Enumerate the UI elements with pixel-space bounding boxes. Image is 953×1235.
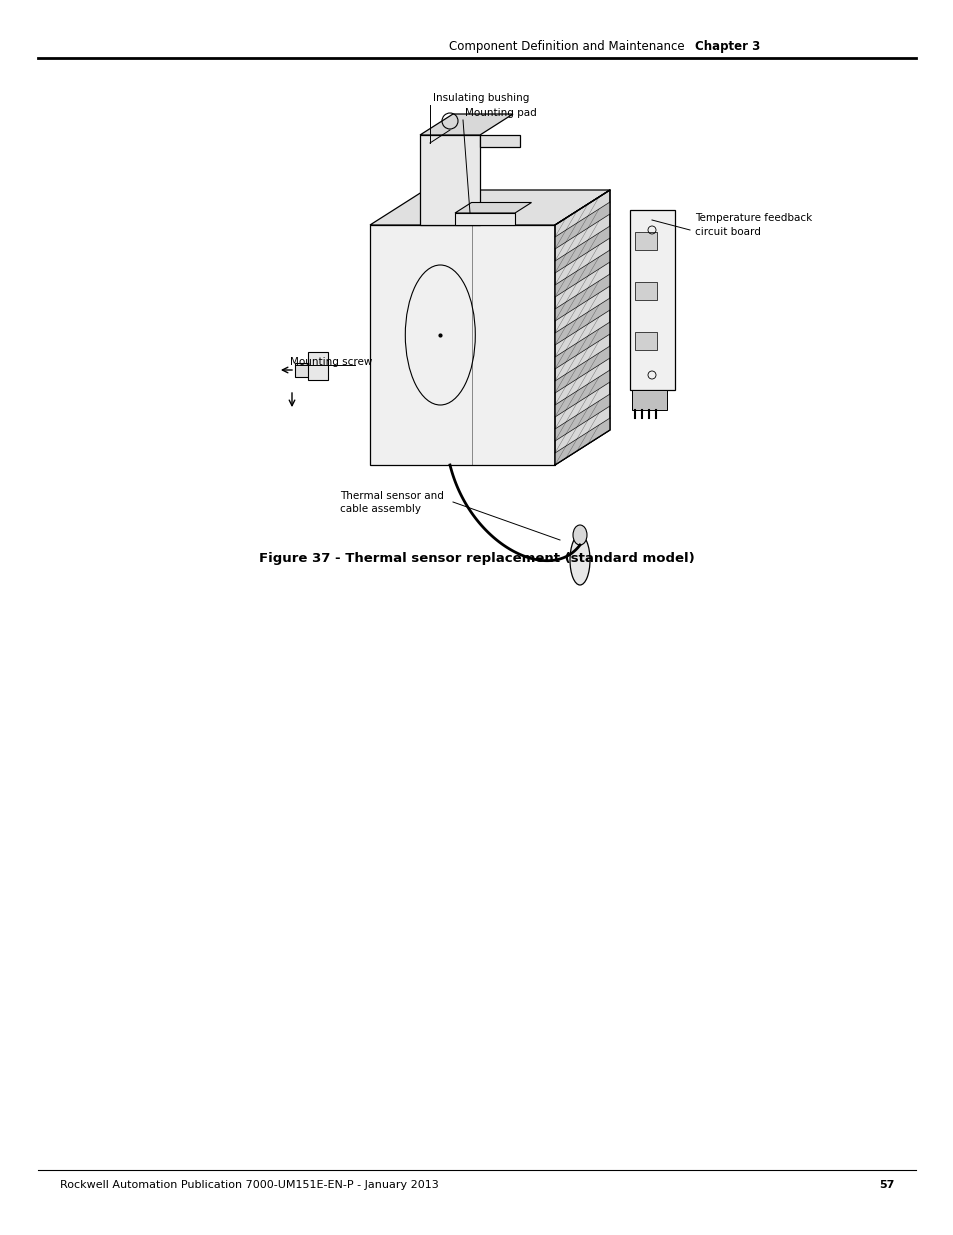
Polygon shape bbox=[479, 135, 519, 147]
Bar bbox=[631, 390, 666, 410]
Polygon shape bbox=[455, 212, 515, 225]
Polygon shape bbox=[555, 394, 609, 441]
Ellipse shape bbox=[569, 535, 589, 585]
Text: Component Definition and Maintenance: Component Definition and Maintenance bbox=[449, 40, 684, 53]
Polygon shape bbox=[555, 346, 609, 393]
Text: Temperature feedback
circuit board: Temperature feedback circuit board bbox=[695, 214, 811, 237]
Polygon shape bbox=[555, 190, 609, 466]
Text: Rockwell Automation Publication 7000-UM151E-EN-P - January 2013: Rockwell Automation Publication 7000-UM1… bbox=[60, 1179, 438, 1191]
Polygon shape bbox=[370, 225, 555, 466]
Ellipse shape bbox=[573, 525, 586, 545]
Polygon shape bbox=[555, 226, 609, 273]
Polygon shape bbox=[555, 417, 609, 466]
Polygon shape bbox=[555, 203, 609, 249]
Text: Figure 37 - Thermal sensor replacement (standard model): Figure 37 - Thermal sensor replacement (… bbox=[259, 552, 694, 564]
Text: Mounting screw: Mounting screw bbox=[290, 357, 372, 367]
Bar bbox=[308, 352, 328, 380]
Polygon shape bbox=[455, 203, 531, 212]
Polygon shape bbox=[555, 249, 609, 296]
Bar bbox=[635, 282, 657, 300]
Polygon shape bbox=[419, 135, 479, 225]
Polygon shape bbox=[555, 298, 609, 345]
Text: Chapter 3: Chapter 3 bbox=[695, 40, 760, 53]
Text: Mounting pad: Mounting pad bbox=[464, 107, 537, 119]
Text: Insulating bushing: Insulating bushing bbox=[433, 93, 529, 103]
Polygon shape bbox=[370, 190, 609, 225]
Polygon shape bbox=[555, 322, 609, 369]
Bar bbox=[294, 363, 309, 377]
Polygon shape bbox=[629, 210, 675, 390]
Bar bbox=[635, 232, 657, 249]
Polygon shape bbox=[555, 274, 609, 321]
Bar bbox=[635, 332, 657, 350]
Polygon shape bbox=[555, 370, 609, 417]
Text: 57: 57 bbox=[879, 1179, 894, 1191]
Polygon shape bbox=[419, 114, 513, 135]
Text: Thermal sensor and
cable assembly: Thermal sensor and cable assembly bbox=[339, 492, 443, 514]
